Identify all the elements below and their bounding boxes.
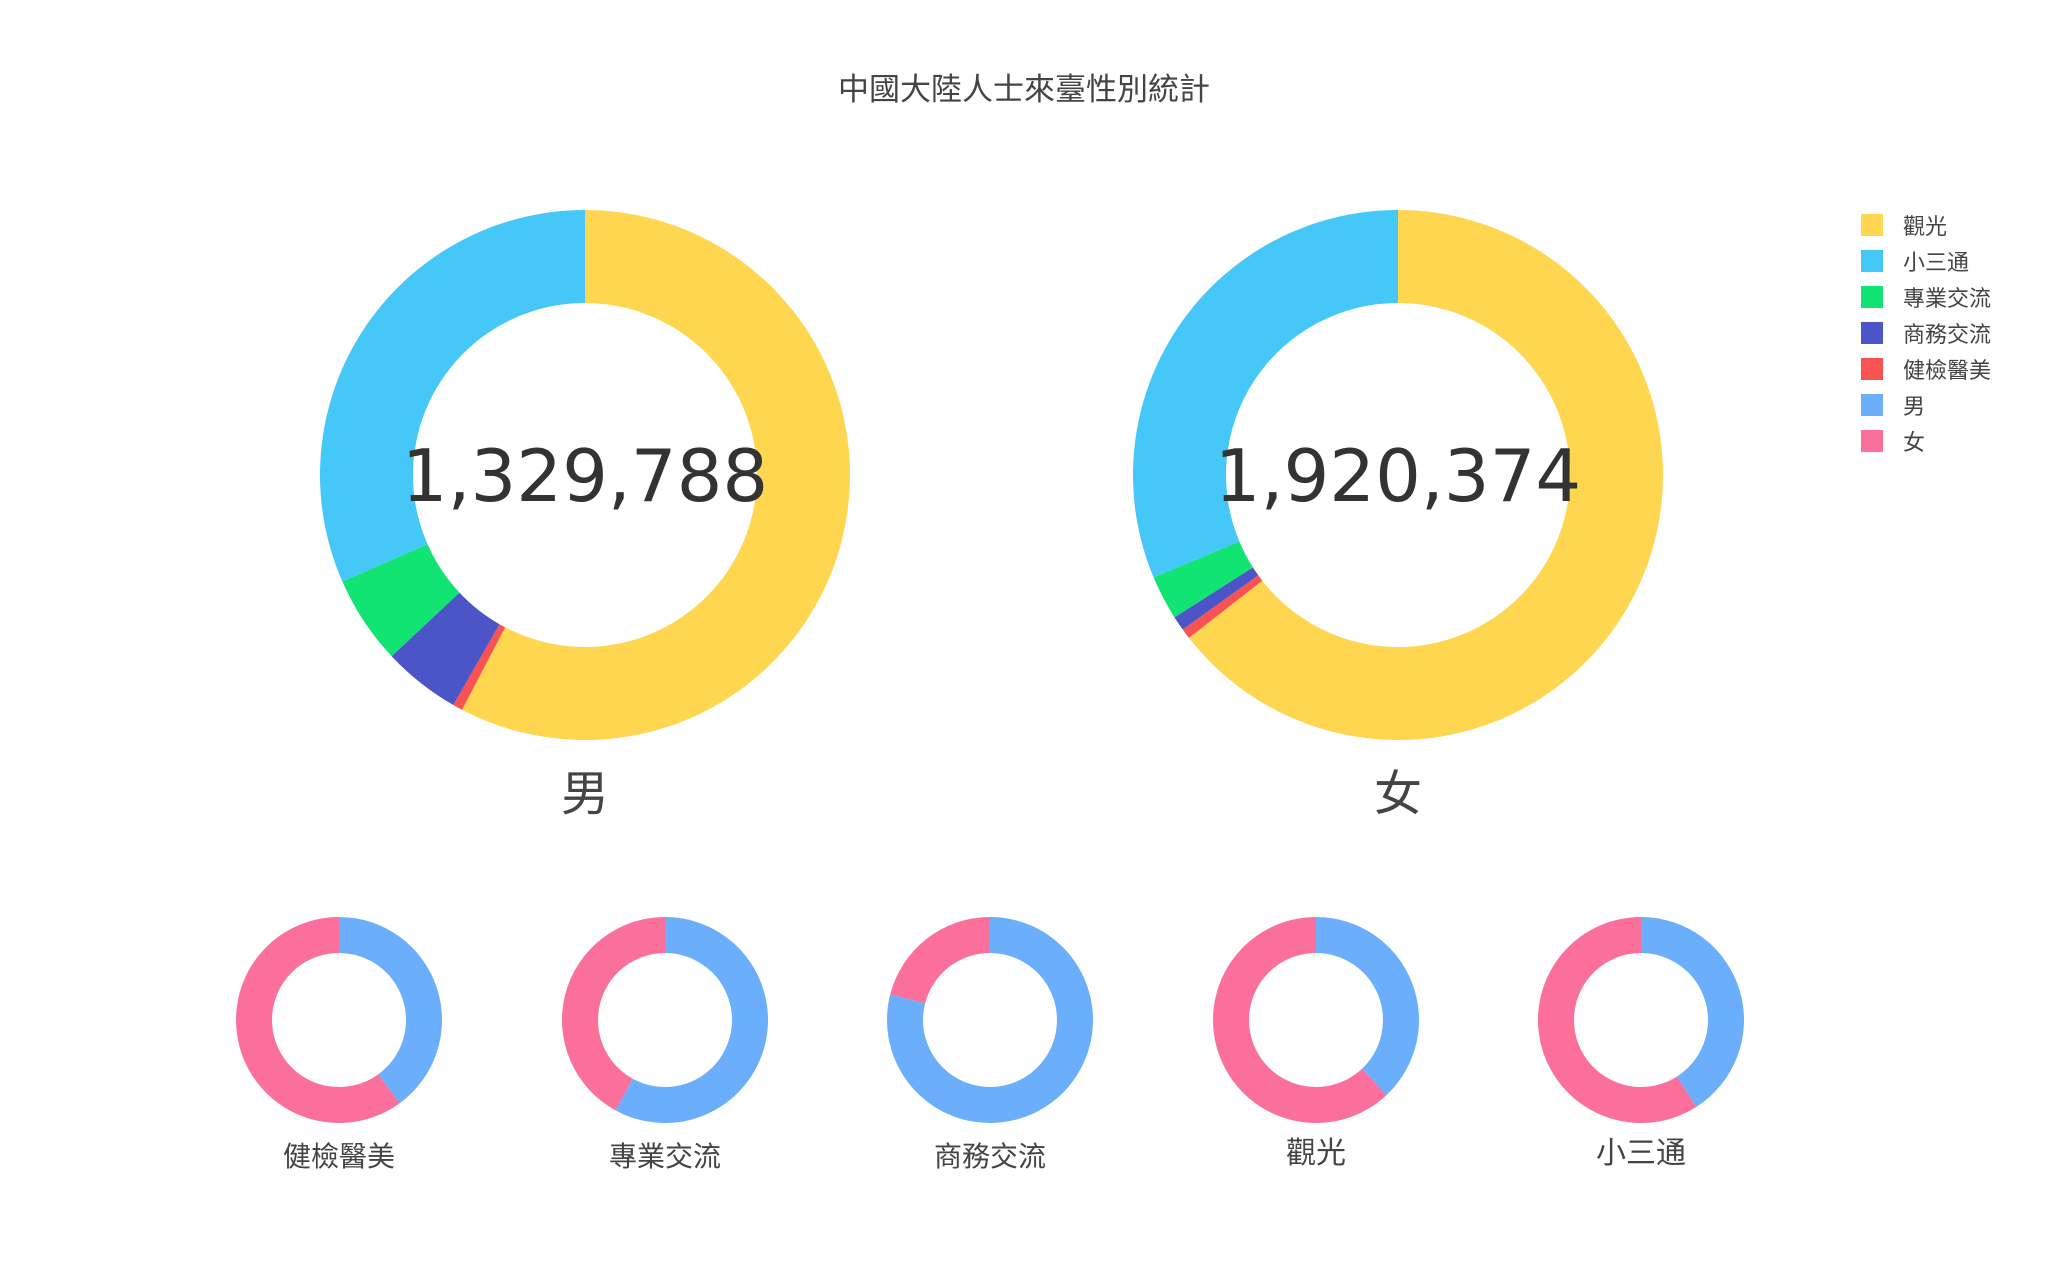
chart-title: 中國大陸人士來臺性別統計	[838, 72, 1210, 108]
legend-label: 健檢醫美	[1903, 359, 1991, 384]
legend-item-專業交流[interactable]: 專業交流	[1861, 286, 1991, 312]
donut-slice-專業交流[interactable]	[342, 544, 460, 657]
donut-slice-健檢醫美[interactable]	[453, 624, 506, 710]
donut-slice-女[interactable]	[235, 917, 400, 1124]
donut-label: 專業交流	[609, 1140, 721, 1173]
donut-slice-女[interactable]	[1213, 917, 1387, 1123]
legend-swatch	[1861, 394, 1883, 416]
legend-swatch	[1861, 430, 1883, 452]
donut-slice-小三通[interactable]	[1132, 210, 1398, 578]
legend-item-商務交流[interactable]: 商務交流	[1861, 322, 1991, 348]
donut-slice-商務交流[interactable]	[1174, 567, 1259, 630]
donut-slice-小三通[interactable]	[320, 210, 585, 582]
donut-chart-6: 小三通	[1538, 917, 1745, 1171]
donut-label: 商務交流	[934, 1140, 1046, 1173]
legend-item-男[interactable]: 男	[1861, 394, 1925, 420]
legend-item-小三通[interactable]: 小三通	[1861, 250, 1969, 276]
donut-center-total: 1,920,374	[1215, 434, 1581, 518]
legend-swatch	[1861, 358, 1883, 380]
donut-label: 小三通	[1596, 1136, 1686, 1171]
donut-slice-男[interactable]	[339, 917, 442, 1104]
donut-chart-3: 專業交流	[562, 917, 769, 1173]
donut-slice-專業交流[interactable]	[1153, 541, 1253, 618]
donut-slice-男[interactable]	[1316, 917, 1419, 1096]
donut-center-total: 1,329,788	[402, 434, 768, 518]
legend-swatch	[1861, 250, 1883, 272]
legend-label: 觀光	[1903, 215, 1947, 240]
donut-chart-4: 商務交流	[887, 917, 1093, 1173]
donut-slice-觀光[interactable]	[1188, 209, 1664, 740]
donut-slice-觀光[interactable]	[462, 210, 850, 741]
legend-swatch	[1861, 322, 1883, 344]
donut-label: 女	[1374, 766, 1422, 822]
donut-label: 男	[561, 766, 609, 822]
legend-item-女[interactable]: 女	[1861, 430, 1925, 456]
legend-label: 小三通	[1903, 251, 1969, 276]
legend-label: 專業交流	[1903, 287, 1991, 312]
donut-chart-2: 健檢醫美	[235, 917, 442, 1173]
legend-swatch	[1861, 214, 1883, 236]
donut-slice-男[interactable]	[887, 917, 1093, 1124]
donut-slice-健檢醫美[interactable]	[1182, 575, 1263, 638]
legend-item-健檢醫美[interactable]: 健檢醫美	[1861, 358, 1991, 384]
legend-label: 男	[1903, 395, 1925, 420]
donut-chart-1: 1,920,374 女	[1132, 209, 1664, 822]
legend-label: 商務交流	[1903, 323, 1991, 348]
legend-swatch	[1861, 286, 1883, 308]
donut-chart-5: 觀光	[1213, 917, 1419, 1171]
donut-slice-女[interactable]	[1538, 917, 1697, 1123]
donut-label: 健檢醫美	[283, 1140, 395, 1173]
donut-label: 觀光	[1286, 1136, 1346, 1171]
donut-slice-女[interactable]	[890, 917, 990, 1004]
donut-slice-男[interactable]	[615, 917, 769, 1124]
donut-slice-商務交流[interactable]	[391, 592, 500, 705]
donut-slice-男[interactable]	[1641, 917, 1745, 1107]
legend-label: 女	[1903, 431, 1925, 456]
legend-item-觀光[interactable]: 觀光	[1861, 214, 1947, 240]
donut-slice-女[interactable]	[562, 917, 665, 1111]
donut-chart-0: 1,329,788 男	[320, 210, 850, 822]
